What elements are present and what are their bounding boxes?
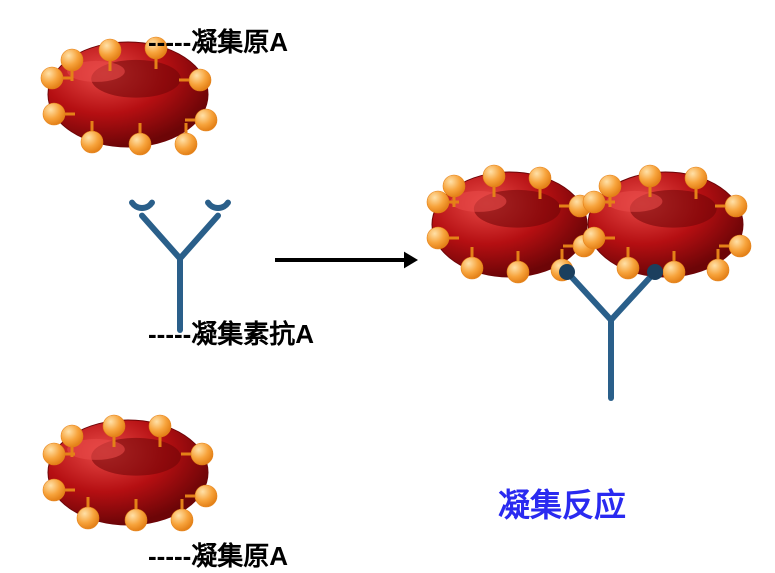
antigen-a-icon <box>43 479 65 501</box>
agglutination-title: 凝集反应 <box>498 480 626 526</box>
label-dashes: ----- <box>148 27 191 57</box>
antigen-a-icon <box>507 261 529 283</box>
antigen-a-icon <box>443 175 465 197</box>
antigen-a-icon <box>103 415 125 437</box>
antigen-a-icon <box>149 415 171 437</box>
label-agglutinin-anti-a-text: 凝集素抗A <box>191 319 314 349</box>
antigen-a-icon <box>529 167 551 189</box>
label-antigen-a-bottom-text: 凝集原A <box>191 541 288 571</box>
antigen-a-icon <box>61 425 83 447</box>
red-blood-cell <box>43 415 217 531</box>
label-antigen-a-bottom: -----凝集原A <box>148 536 288 573</box>
antigen-a-icon <box>43 443 65 465</box>
bound-site-icon <box>647 264 663 280</box>
antigen-a-icon <box>583 227 605 249</box>
antigen-a-icon <box>191 443 213 465</box>
antigen-a-icon <box>129 133 151 155</box>
antigen-a-icon <box>707 259 729 281</box>
antigen-a-icon <box>427 227 449 249</box>
antigen-a-icon <box>725 195 747 217</box>
red-blood-cell <box>583 165 751 283</box>
diagram-canvas <box>0 0 775 572</box>
label-antigen-a-top: -----凝集原A <box>148 22 288 59</box>
reaction-arrow-icon <box>275 252 418 269</box>
antigen-a-icon <box>195 485 217 507</box>
antibody-binding-site-icon <box>208 203 228 208</box>
antigen-a-icon <box>41 67 63 89</box>
antigen-a-icon <box>461 257 483 279</box>
antibody-binding-site-icon <box>132 203 152 208</box>
label-dashes: ----- <box>148 319 191 349</box>
antigen-a-icon <box>43 103 65 125</box>
antigen-a-icon <box>81 131 103 153</box>
antigen-a-icon <box>61 49 83 71</box>
label-agglutinin-anti-a: -----凝集素抗A <box>148 314 314 351</box>
antigen-a-icon <box>427 191 449 213</box>
antigen-a-icon <box>483 165 505 187</box>
antigen-a-icon <box>175 133 197 155</box>
antigen-a-icon <box>189 69 211 91</box>
antigen-a-icon <box>685 167 707 189</box>
antigen-a-icon <box>195 109 217 131</box>
antigen-a-icon <box>599 175 621 197</box>
antigen-a-icon <box>171 509 193 531</box>
antigen-a-icon <box>77 507 99 529</box>
antigen-a-icon <box>639 165 661 187</box>
antigen-a-icon <box>617 257 639 279</box>
antigen-a-icon <box>125 509 147 531</box>
label-antigen-a-top-text: 凝集原A <box>191 27 288 57</box>
antigen-a-icon <box>99 39 121 61</box>
antigen-a-icon <box>729 235 751 257</box>
label-dashes: ----- <box>148 541 191 571</box>
bound-site-icon <box>559 264 575 280</box>
antibody-anti-a <box>132 203 228 330</box>
antibody-bound <box>559 264 663 398</box>
antigen-a-icon <box>663 261 685 283</box>
antigen-a-icon <box>583 191 605 213</box>
